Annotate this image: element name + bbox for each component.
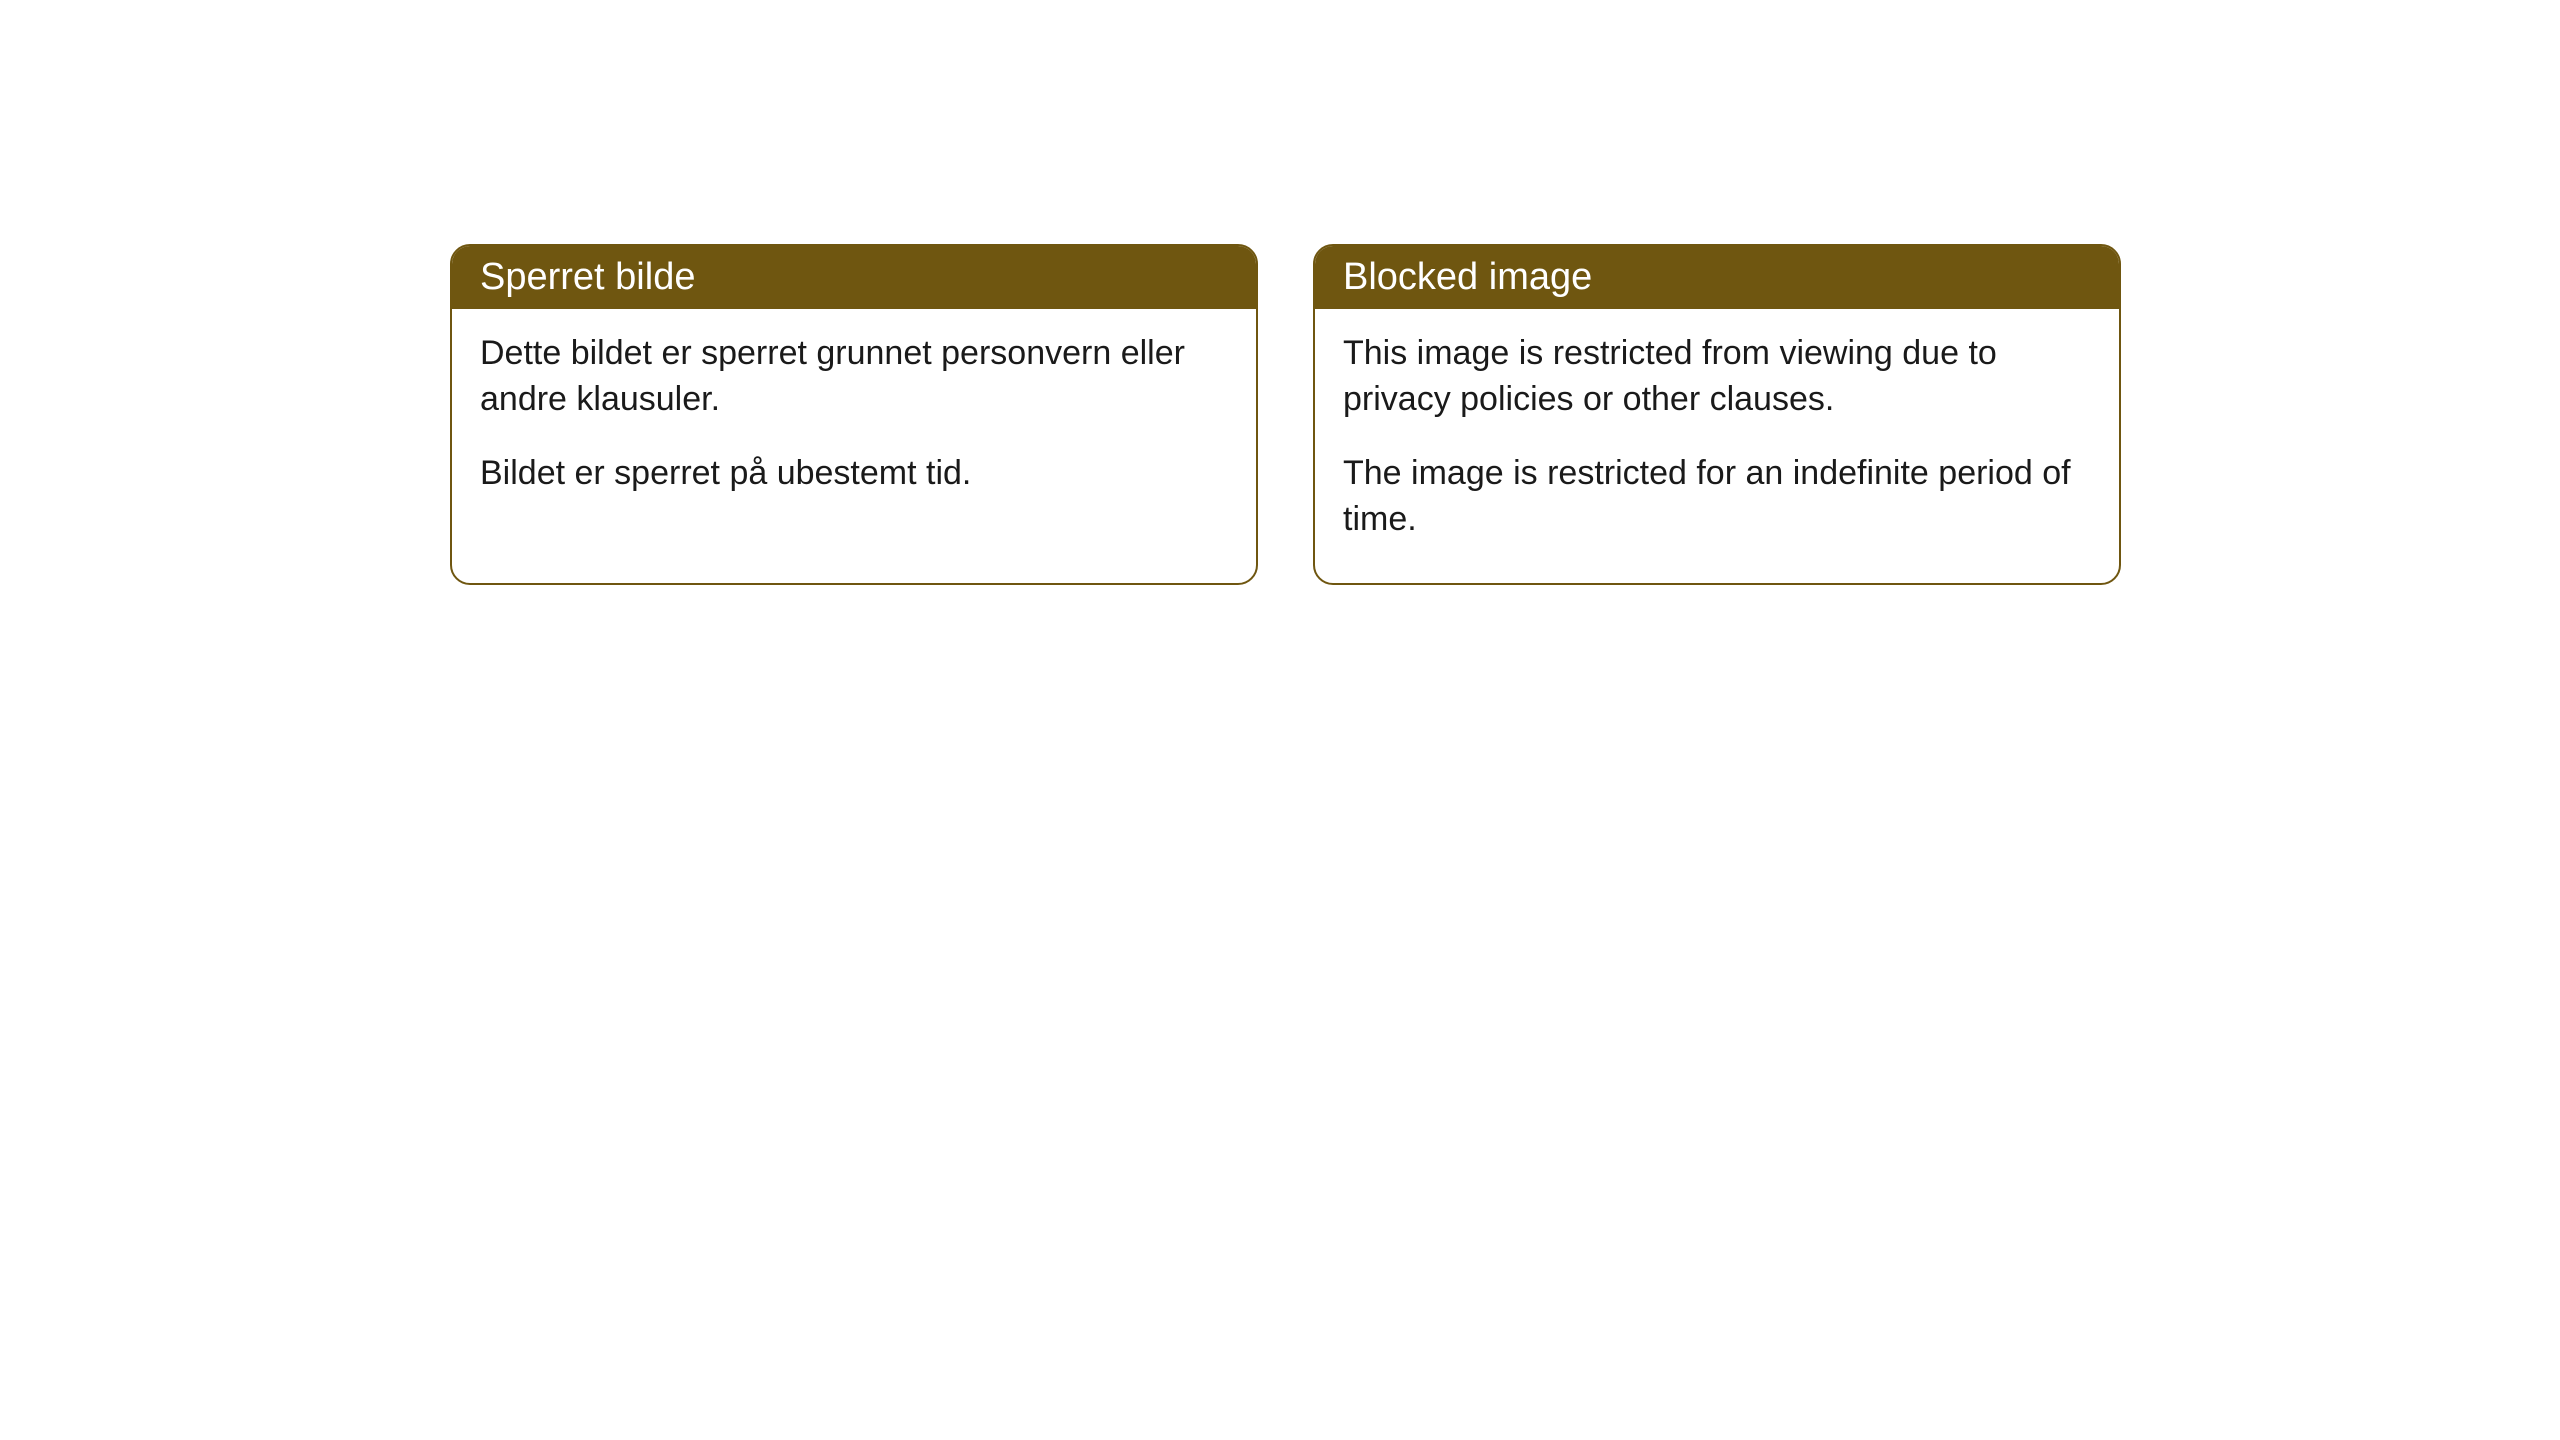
card-header-en: Blocked image	[1315, 246, 2119, 309]
card-body-en: This image is restricted from viewing du…	[1315, 309, 2119, 583]
card-body-no: Dette bildet er sperret grunnet personve…	[452, 309, 1256, 537]
cards-container: Sperret bilde Dette bildet er sperret gr…	[450, 244, 2121, 585]
card-paragraph2-no: Bildet er sperret på ubestemt tid.	[480, 451, 1228, 497]
blocked-image-card-en: Blocked image This image is restricted f…	[1313, 244, 2121, 585]
card-paragraph2-en: The image is restricted for an indefinit…	[1343, 451, 2091, 543]
blocked-image-card-no: Sperret bilde Dette bildet er sperret gr…	[450, 244, 1258, 585]
card-title-en: Blocked image	[1343, 256, 1592, 298]
card-title-no: Sperret bilde	[480, 256, 695, 298]
card-paragraph1-no: Dette bildet er sperret grunnet personve…	[480, 331, 1228, 423]
card-paragraph1-en: This image is restricted from viewing du…	[1343, 331, 2091, 423]
card-header-no: Sperret bilde	[452, 246, 1256, 309]
